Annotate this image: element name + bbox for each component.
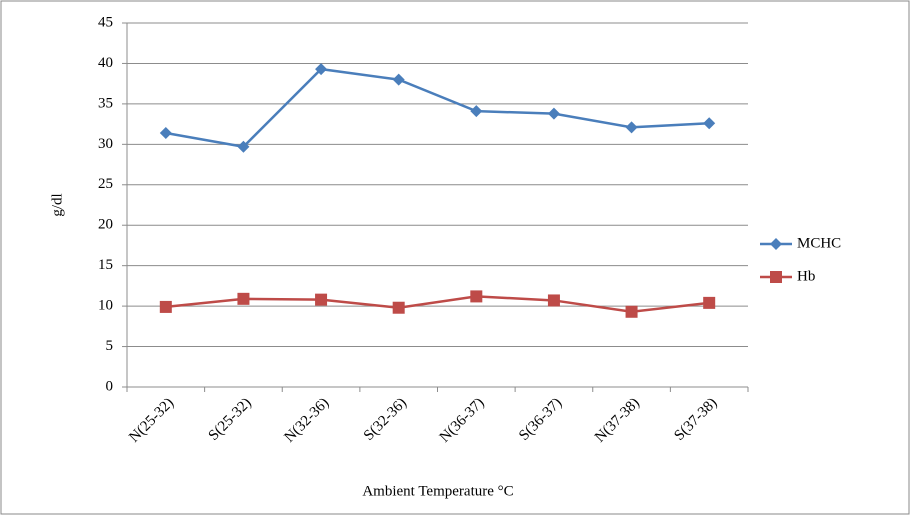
series-line <box>165 295 710 314</box>
data-point <box>547 294 560 307</box>
data-point <box>625 305 638 318</box>
data-point <box>470 105 483 118</box>
y-tick-label: 40 <box>98 55 113 71</box>
data-point <box>237 140 250 153</box>
y-axis-label: g/dl <box>49 193 65 216</box>
y-tick-label: 35 <box>98 95 113 111</box>
data-point <box>315 63 328 76</box>
data-point <box>625 121 638 134</box>
y-tick-label: 5 <box>106 338 114 354</box>
legend-marker <box>770 271 782 283</box>
data-point <box>392 301 405 314</box>
y-tick-label: 20 <box>98 217 113 233</box>
data-point <box>159 300 172 313</box>
y-tick-label: 30 <box>98 136 113 152</box>
y-tick-label: 25 <box>98 176 113 192</box>
y-tick-label: 15 <box>98 257 113 273</box>
data-point <box>237 292 250 305</box>
y-tick-label: 10 <box>98 298 113 314</box>
legend-marker <box>770 238 782 250</box>
data-point <box>315 293 328 306</box>
y-tick-label: 0 <box>106 378 114 394</box>
data-point <box>470 290 483 303</box>
series-line <box>165 67 710 149</box>
y-tick-label: 45 <box>98 14 113 30</box>
data-point <box>392 73 405 86</box>
data-point <box>703 117 716 130</box>
x-axis-label: Ambient Temperature °C <box>362 483 513 499</box>
data-point <box>547 107 560 120</box>
data-point <box>159 127 172 140</box>
legend-label: Hb <box>797 268 815 284</box>
legend-label: MCHC <box>797 235 841 251</box>
data-point <box>703 296 716 309</box>
